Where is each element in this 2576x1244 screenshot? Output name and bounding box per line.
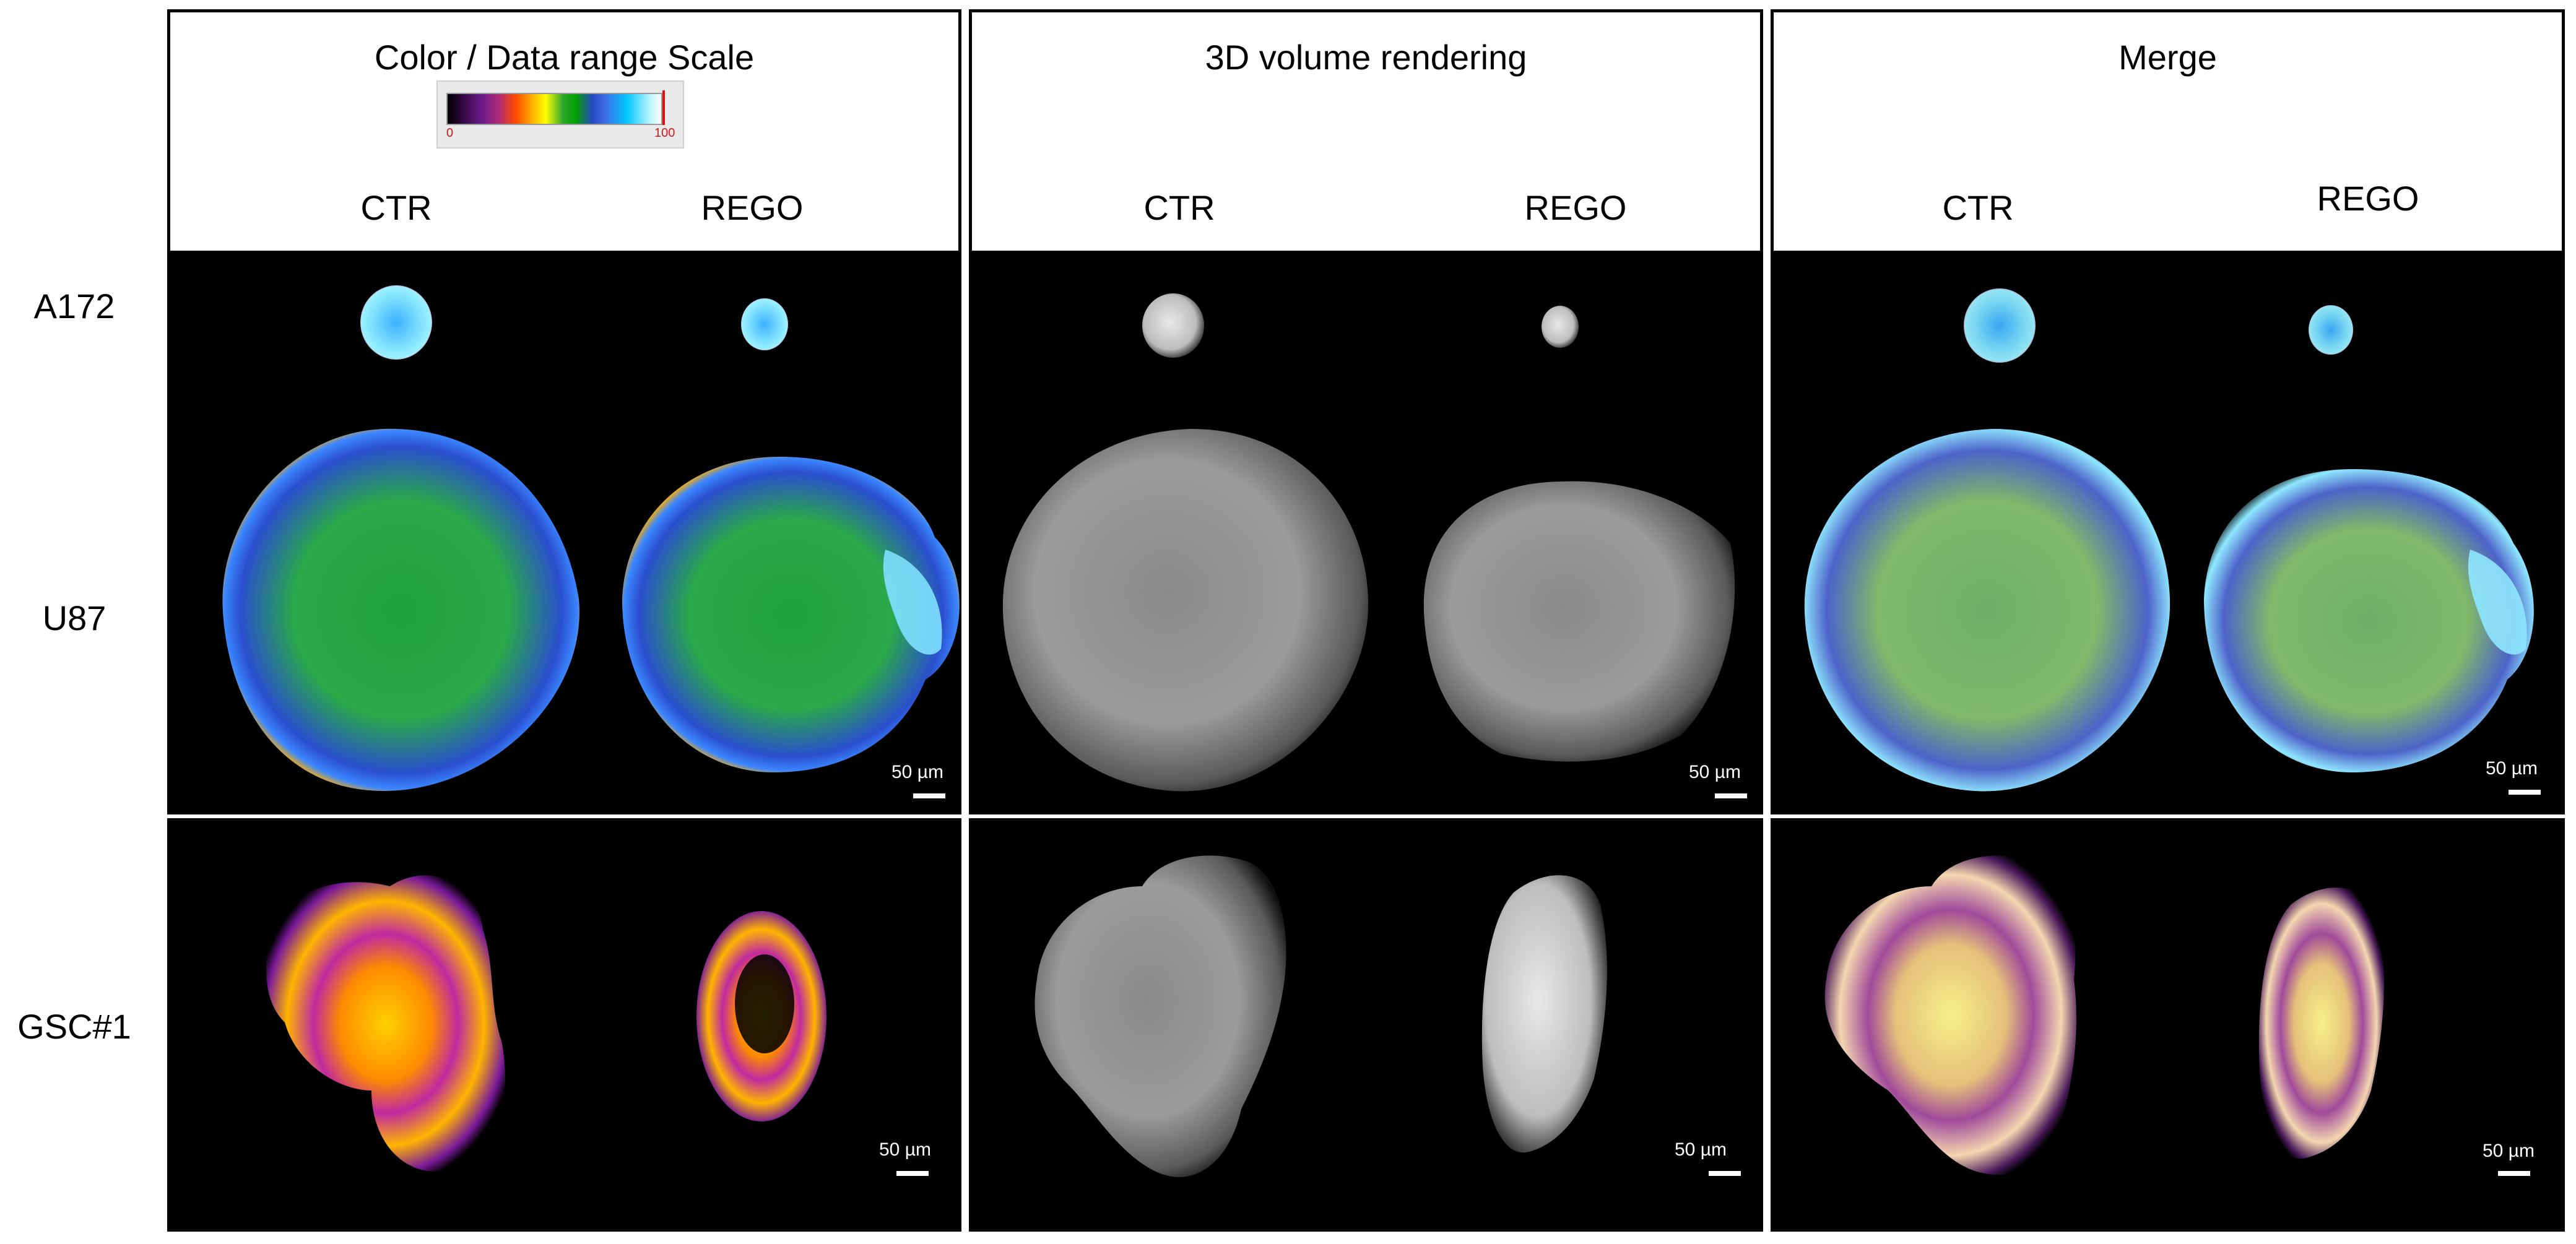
a172-rego-spheroid xyxy=(741,298,788,350)
heatmap-image xyxy=(222,285,960,791)
image-panel-3d-a172-u87: 50 µm xyxy=(969,253,1763,814)
col-label-rego: REGO xyxy=(2317,179,2419,218)
u87-ctr-spheroid xyxy=(222,428,579,791)
scale-marker xyxy=(662,90,665,125)
gsc1-rego-3d xyxy=(1481,875,1607,1153)
col-label-rego: REGO xyxy=(1524,188,1627,227)
u87-rego-merge xyxy=(2204,469,2534,772)
image-panel-heatmap-gsc1: 50 µm xyxy=(167,818,961,1232)
scale-bar xyxy=(913,793,945,798)
gsc1-ctr-3d xyxy=(1034,855,1286,1177)
scale-bar-label: 50 µm xyxy=(2483,1141,2535,1161)
scale-bar xyxy=(2509,790,2541,795)
gsc1-rego-merge xyxy=(2258,888,2384,1159)
scale-bar-label: 50 µm xyxy=(1689,762,1741,782)
u87-ctr-3d xyxy=(1002,429,1369,792)
a172-rego-merge xyxy=(2309,305,2353,355)
scale-min-label: 0 xyxy=(446,126,454,140)
scale-bar xyxy=(2498,1171,2530,1176)
scale-bar-label: 50 µm xyxy=(879,1139,931,1160)
row-label-a172: A172 xyxy=(33,287,115,326)
gsc1-rego-core xyxy=(735,954,794,1053)
merge-image xyxy=(1804,288,2534,792)
a172-ctr-merge xyxy=(1964,288,2036,363)
u87-rego-cyan-region xyxy=(883,550,942,655)
u87-rego-3d xyxy=(1423,481,1735,762)
header-3d-volume: 3D volume rendering CTR REGO xyxy=(969,9,1763,254)
col-label-ctr: CTR xyxy=(1143,188,1215,227)
heatmap-image xyxy=(266,875,826,1172)
gsc1-ctr-spheroid xyxy=(266,875,505,1172)
gsc1-ctr-merge xyxy=(1824,855,2076,1175)
header-merge: Merge CTR REGO xyxy=(1771,9,2565,254)
a172-ctr-3d xyxy=(1142,293,1204,358)
image-panel-heatmap-a172-u87: 50 µm xyxy=(167,253,961,814)
u87-rego-merge-cyan xyxy=(2468,550,2527,655)
color-scale-legend: 0 100 xyxy=(436,80,684,149)
row-label-u87: U87 xyxy=(42,598,106,637)
scale-bar xyxy=(1709,1171,1741,1176)
column-title: 3D volume rendering xyxy=(1205,38,1527,77)
col-label-ctr: CTR xyxy=(1942,188,2014,227)
row-label-gsc1: GSC#1 xyxy=(17,1007,131,1046)
color-gradient-bar xyxy=(446,93,662,125)
scale-max-label: 100 xyxy=(654,126,675,140)
image-panel-merge-gsc1: 50 µm xyxy=(1771,818,2565,1232)
u87-rego-spheroid xyxy=(622,457,960,772)
3d-render-image xyxy=(1002,293,1735,792)
scale-bar-label: 50 µm xyxy=(2486,758,2538,779)
merge-image xyxy=(1824,855,2384,1175)
a172-ctr-spheroid xyxy=(360,285,432,360)
scale-bar-label: 50 µm xyxy=(891,762,943,782)
col-label-rego: REGO xyxy=(701,188,804,227)
image-panel-3d-gsc1: 50 µm xyxy=(969,818,1763,1232)
image-panel-merge-a172-u87: 50 µm xyxy=(1771,253,2565,814)
col-label-ctr: CTR xyxy=(360,188,432,227)
column-title: Merge xyxy=(2118,38,2217,77)
scale-bar xyxy=(896,1171,929,1176)
a172-rego-3d xyxy=(1542,306,1579,348)
scale-bar xyxy=(1715,793,1747,798)
column-title: Color / Data range Scale xyxy=(374,38,755,77)
header-color-scale: Color / Data range Scale 0 100 CTR REGO xyxy=(167,9,961,254)
3d-render-image xyxy=(1034,855,1607,1177)
u87-ctr-merge xyxy=(1804,429,2171,792)
scale-bar-label: 50 µm xyxy=(1675,1139,1727,1160)
